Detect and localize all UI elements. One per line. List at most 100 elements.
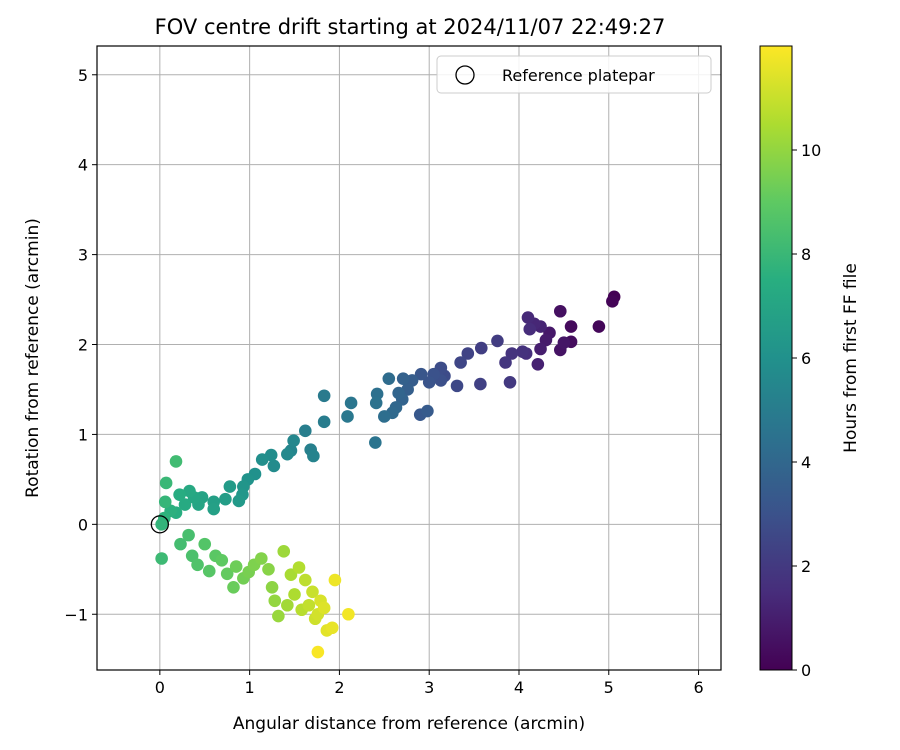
scatter-point bbox=[523, 322, 537, 336]
scatter-point bbox=[474, 341, 488, 355]
scatter-point bbox=[155, 518, 168, 531]
x-tick-label: 3 bbox=[424, 678, 434, 697]
scatter-point bbox=[606, 295, 619, 308]
scatter-point bbox=[531, 357, 545, 371]
y-tick-label: 4 bbox=[78, 156, 88, 175]
scatter-point bbox=[592, 320, 606, 333]
plot-area bbox=[97, 46, 721, 670]
scatter-point bbox=[369, 436, 382, 449]
scatter-point bbox=[474, 377, 487, 391]
scatter-point bbox=[207, 502, 221, 516]
scatter-point bbox=[232, 494, 246, 508]
scatter-point bbox=[272, 609, 285, 623]
scatter-point bbox=[557, 336, 571, 350]
scatter-point bbox=[534, 342, 547, 356]
scatter-point bbox=[311, 645, 325, 659]
scatter-point bbox=[344, 396, 358, 410]
scatter-point bbox=[215, 554, 229, 567]
scatter-point bbox=[369, 396, 383, 410]
y-tick-label: 0 bbox=[78, 515, 88, 534]
colorbar-tick-label: 8 bbox=[801, 245, 811, 264]
scatter-point bbox=[178, 498, 192, 511]
scatter-point bbox=[516, 345, 529, 359]
scatter-point bbox=[421, 404, 434, 418]
scatter-point bbox=[292, 561, 306, 574]
scatter-point bbox=[342, 607, 355, 621]
scatter-point bbox=[255, 552, 268, 565]
colorbar-tick-label: 6 bbox=[801, 349, 811, 368]
x-tick-label: 6 bbox=[693, 678, 703, 697]
scatter-point bbox=[325, 621, 339, 635]
x-tick-label: 1 bbox=[245, 678, 255, 697]
scatter-point bbox=[392, 386, 405, 400]
scatter-point bbox=[505, 347, 519, 360]
plot-frame bbox=[96, 45, 722, 671]
scatter-point bbox=[262, 562, 275, 576]
scatter-point bbox=[306, 585, 319, 599]
scatter-point bbox=[317, 389, 331, 403]
scatter-point bbox=[499, 356, 512, 369]
y-tick-label: 5 bbox=[78, 66, 88, 85]
scatter-point bbox=[158, 495, 172, 509]
scatter-point bbox=[450, 379, 464, 393]
scatter-point bbox=[255, 453, 269, 466]
x-tick-label: 5 bbox=[604, 678, 614, 697]
scatter-point bbox=[564, 320, 578, 333]
scatter-point bbox=[281, 598, 294, 612]
colorbar-ticks: 0 2 4 6 8 10 bbox=[792, 141, 821, 680]
scatter-point bbox=[382, 372, 396, 385]
scatter-point bbox=[491, 334, 504, 348]
y-tick-label: 3 bbox=[78, 246, 88, 265]
scatter-point bbox=[155, 552, 168, 565]
colorbar: 0 2 4 6 8 10 Hours from first FF file bbox=[759, 45, 861, 680]
scatter-point bbox=[227, 580, 240, 594]
scatter-point bbox=[553, 304, 567, 318]
scatter-point bbox=[328, 573, 342, 587]
legend-box bbox=[436, 55, 712, 94]
scatter-point bbox=[454, 356, 467, 369]
x-tick-label: 0 bbox=[155, 678, 165, 697]
y-tick-label: 1 bbox=[78, 425, 88, 444]
x-axis-ticks: 0 1 2 3 4 5 6 bbox=[155, 670, 704, 697]
scatter-point bbox=[414, 367, 428, 381]
scatter-point bbox=[317, 415, 331, 429]
scatter-point bbox=[422, 375, 436, 389]
colorbar-label: Hours from first FF file bbox=[841, 263, 861, 453]
scatter-point bbox=[288, 588, 301, 601]
colorbar-tick-label: 4 bbox=[801, 453, 811, 472]
scatter-point bbox=[284, 568, 298, 581]
y-axis-ticks: −1 0 1 2 3 4 5 bbox=[64, 66, 97, 624]
y-tick-label: 2 bbox=[78, 336, 88, 355]
scatter-point bbox=[159, 476, 173, 490]
legend: Reference platepar bbox=[436, 55, 712, 94]
scatter-point bbox=[219, 492, 232, 506]
scatter-point bbox=[302, 598, 316, 612]
scatter-point bbox=[202, 564, 216, 578]
scatter-point bbox=[265, 580, 279, 594]
x-tick-label: 2 bbox=[334, 678, 344, 697]
scatter-point bbox=[461, 347, 475, 360]
scatter-point bbox=[277, 545, 291, 558]
colorbar-gradient bbox=[759, 45, 793, 671]
scatter-point bbox=[298, 573, 312, 587]
colorbar-tick-label: 2 bbox=[801, 557, 811, 576]
scatter-point bbox=[191, 558, 204, 572]
y-axis-label: Rotation from reference (arcmin) bbox=[23, 218, 43, 498]
scatter-point bbox=[220, 567, 234, 581]
scatter-point bbox=[173, 488, 186, 501]
chart-title: FOV centre drift starting at 2024/11/07 … bbox=[155, 15, 666, 39]
scatter-point bbox=[182, 528, 195, 542]
scatter-point bbox=[298, 424, 312, 438]
legend-label: Reference platepar bbox=[502, 66, 655, 85]
x-axis-label: Angular distance from reference (arcmin) bbox=[233, 714, 585, 734]
scatter-points bbox=[155, 290, 621, 659]
colorbar-tick-label: 0 bbox=[801, 661, 811, 680]
scatter-point bbox=[223, 480, 237, 493]
scatter-point bbox=[281, 447, 294, 461]
scatter-point bbox=[378, 410, 391, 423]
scatter-point bbox=[169, 455, 183, 468]
scatter-point bbox=[174, 537, 187, 551]
legend-marker-open-circle bbox=[455, 65, 475, 85]
scatter-point bbox=[341, 410, 354, 423]
